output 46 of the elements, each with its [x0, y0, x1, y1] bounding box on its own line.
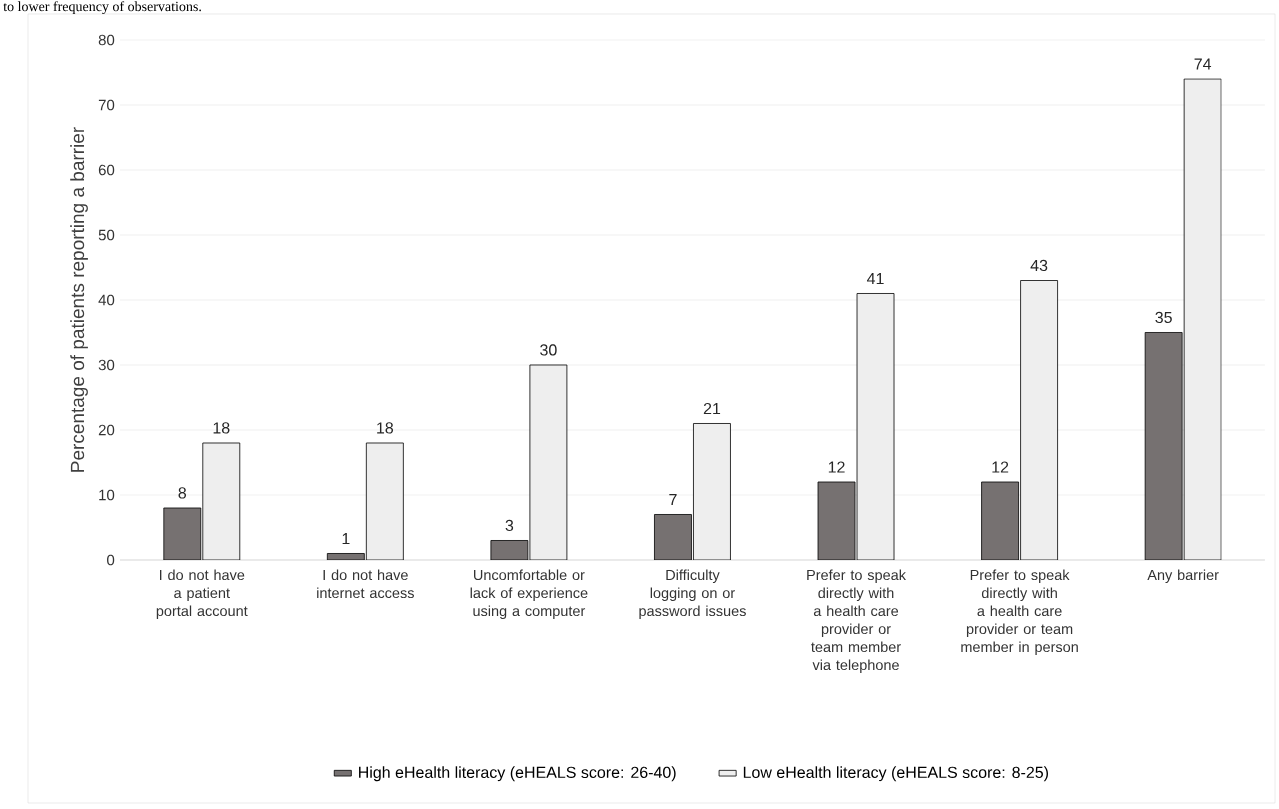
x-tick-label: Difficulty logging on or password issues — [639, 569, 746, 619]
data-label: 41 — [866, 273, 884, 285]
x-tick-label: Uncomfortable or lack of experience using a computer — [470, 569, 588, 619]
bar — [1144, 332, 1183, 560]
bar — [163, 507, 202, 560]
y-tick-label: 70 — [98, 99, 115, 111]
bar — [1020, 280, 1058, 560]
data-label: 7 — [669, 494, 677, 506]
data-label: 30 — [540, 344, 557, 356]
x-tick-label: Prefer to speak directly with a health care provider or team member in person — [961, 569, 1078, 655]
text: to lower frequency of observations. — [3, 1, 201, 15]
bar — [693, 423, 731, 560]
bar — [202, 442, 241, 560]
x-tick-label: Prefer to speak directly with a health care provider or team member via telephone — [807, 569, 906, 673]
bar — [365, 442, 404, 560]
x-tick-label: I do not have a patient portal account — [156, 569, 248, 619]
legend-label: Low eHealth literacy (eHEALS score: 8-25) — [743, 766, 1048, 782]
y-tick-label: 60 — [98, 164, 115, 176]
data-label: 3 — [505, 519, 514, 532]
bar — [529, 364, 568, 560]
y-tick-label: 0 — [107, 554, 115, 566]
data-label: 12 — [992, 461, 1009, 473]
y-tick-label: 40 — [98, 294, 115, 306]
data-label: 74 — [1194, 58, 1212, 70]
y-tick-label: 80 — [98, 34, 115, 46]
bar — [654, 514, 692, 560]
data-label: 1 — [342, 533, 350, 545]
data-label: 35 — [1155, 311, 1172, 324]
data-label: 18 — [377, 422, 394, 434]
bar — [856, 293, 895, 560]
y-tick-label: 30 — [98, 359, 115, 371]
y-tick-label: 50 — [98, 229, 115, 241]
x-tick-label: Any barrier — [1147, 569, 1219, 583]
data-label: 12 — [828, 461, 845, 473]
data-label: 21 — [703, 402, 721, 415]
y-tick-label: 10 — [99, 489, 115, 501]
y-axis-title: Percentage of patients reporting a barrier — [70, 127, 88, 472]
x-tick-label: I do not have internet access — [317, 569, 414, 599]
data-label: 18 — [213, 422, 230, 434]
legend-label: High eHealth literacy (eHEALS score: 26-40) — [359, 766, 676, 782]
bar — [1183, 78, 1222, 560]
bar — [981, 481, 1019, 560]
data-label: 43 — [1030, 259, 1048, 272]
data-label: 8 — [178, 487, 187, 499]
bar — [817, 481, 856, 560]
y-tick-label: 20 — [98, 424, 115, 436]
